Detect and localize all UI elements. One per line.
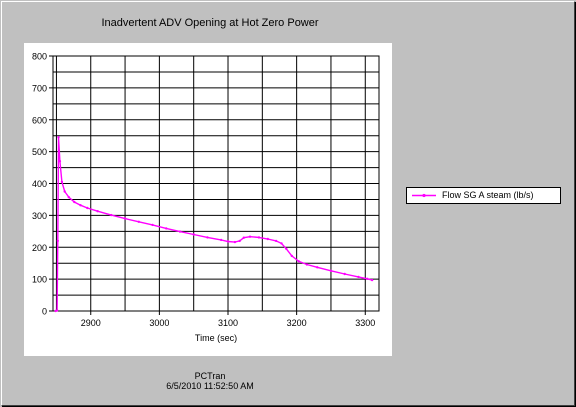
data-point [73, 200, 76, 204]
data-point [329, 269, 333, 272]
data-point [366, 277, 369, 280]
y-tick-label: 100 [32, 275, 47, 285]
data-point [297, 260, 300, 263]
series-line [55, 137, 373, 312]
x-tick-label: 3000 [149, 318, 169, 328]
data-point [123, 217, 127, 220]
data-point [238, 239, 241, 243]
y-tick-label: 500 [32, 147, 47, 157]
footer-timestamp: 6/5/2010 11:52:50 AM [166, 381, 254, 391]
data-point [178, 230, 182, 233]
data-point [86, 206, 89, 210]
data-point [316, 266, 319, 269]
data-point [357, 275, 360, 279]
data-point [60, 180, 64, 184]
plot-panel: 0 100 200 300 400 500 600 700 800 2900 3000 3100 320… [24, 43, 392, 356]
legend: Flow SG A steam (lb/s) [406, 187, 561, 204]
data-point [290, 254, 293, 258]
data-point [79, 204, 82, 207]
y-tick-label: 400 [32, 179, 47, 189]
data-point [242, 236, 245, 239]
x-tick-label: 3100 [218, 318, 238, 328]
legend-swatch [412, 193, 436, 198]
data-point [285, 247, 288, 250]
y-tick-label: 0 [42, 307, 47, 317]
data-point [137, 220, 140, 223]
data-point [274, 239, 278, 243]
footer-app-name: PCTran [194, 371, 226, 381]
y-tick-label: 800 [32, 52, 47, 62]
x-tick-label: 3200 [287, 318, 307, 328]
x-axis-label: Time (sec) [195, 333, 237, 343]
data-point [370, 278, 374, 282]
data-point [63, 190, 66, 193]
data-point [55, 309, 59, 312]
data-point [192, 233, 195, 236]
data-point [233, 240, 237, 244]
data-point [58, 160, 62, 163]
line-chart: 0 100 200 300 400 500 600 700 800 2900 3000 3100 320… [32, 52, 380, 343]
data-point [206, 236, 209, 239]
data-point [219, 238, 223, 242]
chart-title: Inadvertent ADV Opening at Hot Zero Powe… [101, 17, 319, 29]
x-tick-label: 2900 [81, 318, 101, 328]
y-tick-label: 600 [32, 115, 47, 125]
data-point [305, 263, 309, 266]
data-point [257, 236, 261, 239]
y-tick-label: 700 [32, 83, 47, 93]
data-point [248, 235, 252, 238]
data-point [165, 227, 168, 230]
data-point [151, 223, 154, 227]
data-point [56, 239, 59, 243]
data-point [57, 136, 60, 139]
data-point [96, 210, 99, 213]
y-tick-label: 300 [32, 211, 47, 221]
data-point [266, 237, 269, 241]
data-point [67, 196, 70, 199]
x-tick-label: 3300 [355, 318, 375, 328]
data-point [226, 240, 230, 243]
y-tick-label: 200 [32, 243, 47, 253]
data-point [280, 242, 283, 245]
legend-series-label: Flow SG A steam (lb/s) [442, 190, 534, 200]
data-point [110, 213, 113, 217]
data-point [343, 272, 346, 276]
